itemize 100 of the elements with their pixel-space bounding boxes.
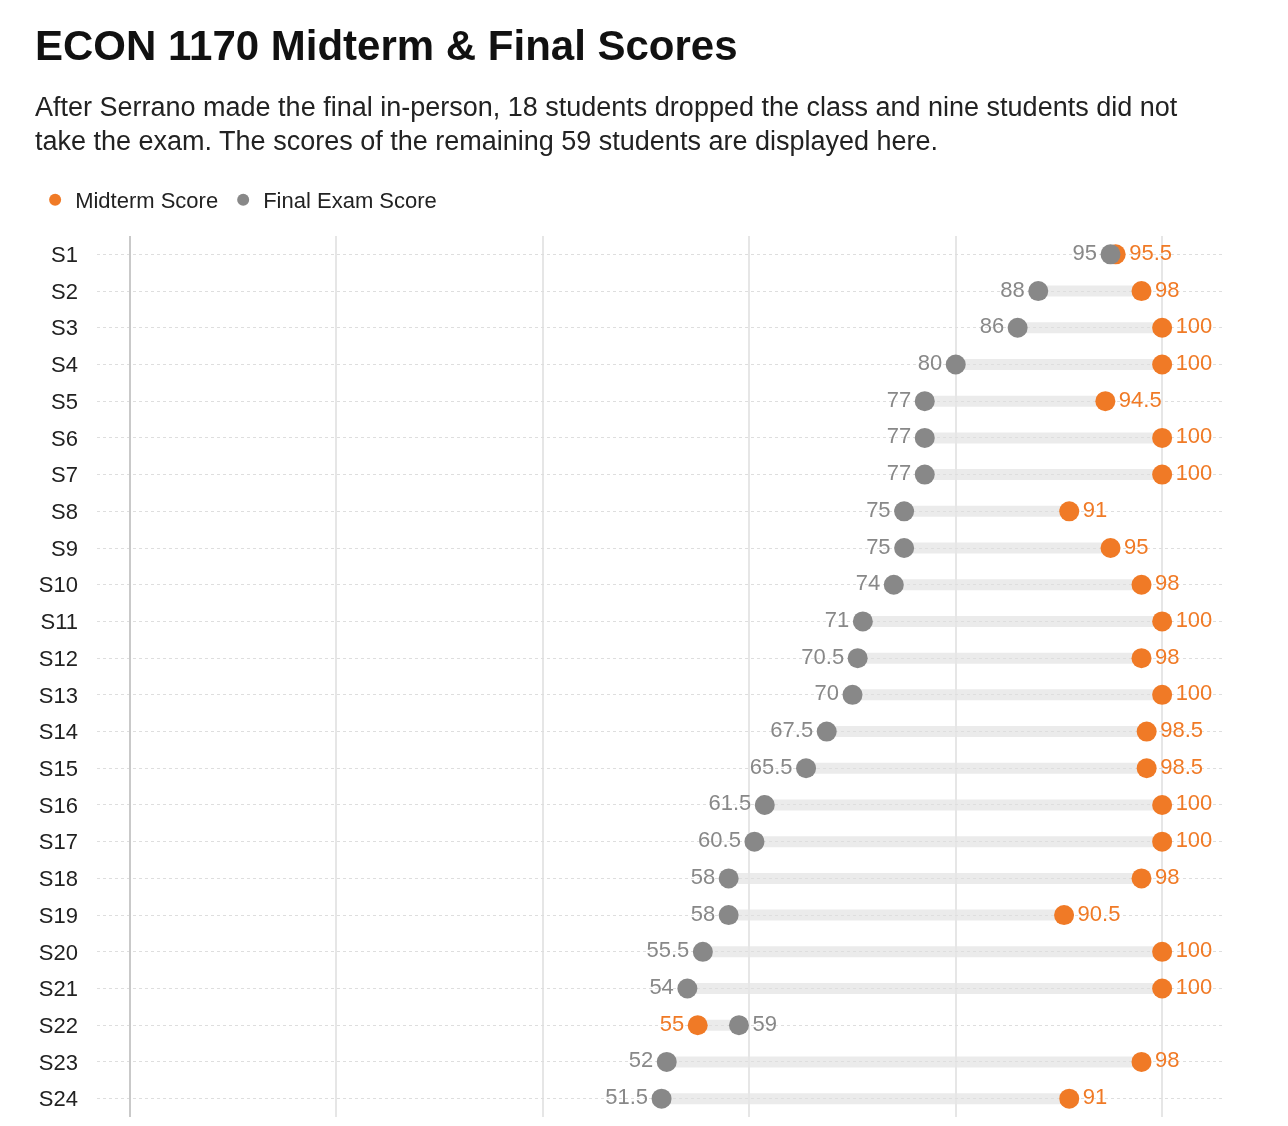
y-tick-label: S12 [38,645,78,671]
point [914,427,935,448]
point [1131,868,1152,889]
legend-label: Midterm Score [75,188,219,214]
data-label: 75 [866,533,891,559]
point [1131,281,1152,302]
data-label: 100 [1175,937,1213,963]
data-label: 77 [886,423,912,449]
point [1152,427,1173,448]
data-label: 70.5 [801,643,845,669]
data-label: 70 [814,680,839,706]
data-label: 94.5 [1118,386,1162,412]
point [914,464,935,485]
data-label: 55.5 [646,937,690,963]
y-tick-label: S18 [38,866,78,892]
point [894,538,915,559]
data-label: 51.5 [605,1084,649,1110]
y-tick-label: S4 [51,352,78,378]
legend-label: Final Exam Score [263,188,437,214]
chart-subtitle: After Serrano made the final in-person, 18 students dropped the class and nine students did not take the exam. The scores of the remaining 59 students are displayed here. [35,91,1179,158]
point [1131,574,1152,595]
data-label: 86 [979,313,1005,339]
point [852,611,873,632]
data-label: 90.5 [1077,900,1121,926]
point [883,574,904,595]
y-tick-label: S10 [38,572,78,598]
data-label: 100 [1175,349,1213,375]
data-label: 59 [752,1010,777,1036]
y-tick-label: S17 [38,829,78,855]
point [1152,831,1173,852]
data-label: 54 [649,974,674,1000]
point [1152,354,1173,375]
y-tick-label: S14 [38,719,78,745]
data-label: 100 [1175,680,1213,706]
data-label: 75 [866,496,891,522]
point [656,1051,677,1072]
data-label: 100 [1175,423,1213,449]
y-tick-label: S21 [38,976,78,1002]
data-label: 98 [1155,1047,1180,1073]
data-label: 98 [1155,276,1180,302]
point [1152,464,1173,485]
data-label: 100 [1175,460,1213,486]
point [754,794,775,815]
data-label: 77 [886,460,912,486]
data-label: 98 [1155,570,1180,596]
point [847,648,868,669]
data-label: 98.5 [1160,753,1203,779]
y-tick-label: S13 [38,682,78,708]
y-tick-label: S3 [51,315,78,341]
point [692,941,713,962]
point [687,1015,708,1036]
data-label: 100 [1175,606,1213,632]
y-tick-label: S9 [51,535,78,561]
data-label: 80 [917,349,943,375]
data-label: 58 [690,900,716,926]
data-label: 95 [1072,239,1098,265]
point [796,758,817,779]
point [1136,758,1157,779]
data-label: 100 [1175,313,1213,339]
point [1059,1088,1080,1109]
point [651,1088,672,1109]
data-label: 77 [886,386,912,412]
point [744,831,765,852]
y-tick-label: S1 [51,242,78,268]
point [914,391,935,412]
point [1131,648,1152,669]
data-label: 100 [1175,974,1213,1000]
point [1054,905,1075,926]
data-label: 74 [855,570,881,596]
data-label: 60.5 [698,827,741,853]
point [1152,941,1173,962]
point [1152,611,1173,632]
point [1152,317,1173,338]
point [1100,538,1121,559]
data-label: 95 [1124,533,1149,559]
point [1059,501,1080,522]
point [945,354,966,375]
point [894,501,915,522]
y-tick-label: S5 [51,388,78,414]
point [677,978,698,999]
data-label: 98 [1155,643,1180,669]
point [1131,1051,1152,1072]
point [1152,978,1173,999]
data-label: 98 [1155,863,1180,889]
y-tick-label: S2 [51,278,78,304]
data-label: 98.5 [1160,717,1203,743]
chart-title: ECON 1170 Midterm & Final Scores [35,21,738,71]
data-label: 91 [1082,1084,1108,1110]
y-tick-label: S22 [38,1012,78,1038]
y-tick-label: S8 [51,499,78,525]
data-label: 58 [690,863,716,889]
data-label: 67.5 [770,717,814,743]
point [842,684,863,705]
data-label: 100 [1175,790,1213,816]
point [1136,721,1157,742]
y-tick-label: S16 [38,792,78,818]
y-tick-label: S20 [38,939,78,965]
data-label: 100 [1175,827,1213,853]
data-label: 52 [628,1047,654,1073]
y-tick-label: S7 [51,462,78,488]
